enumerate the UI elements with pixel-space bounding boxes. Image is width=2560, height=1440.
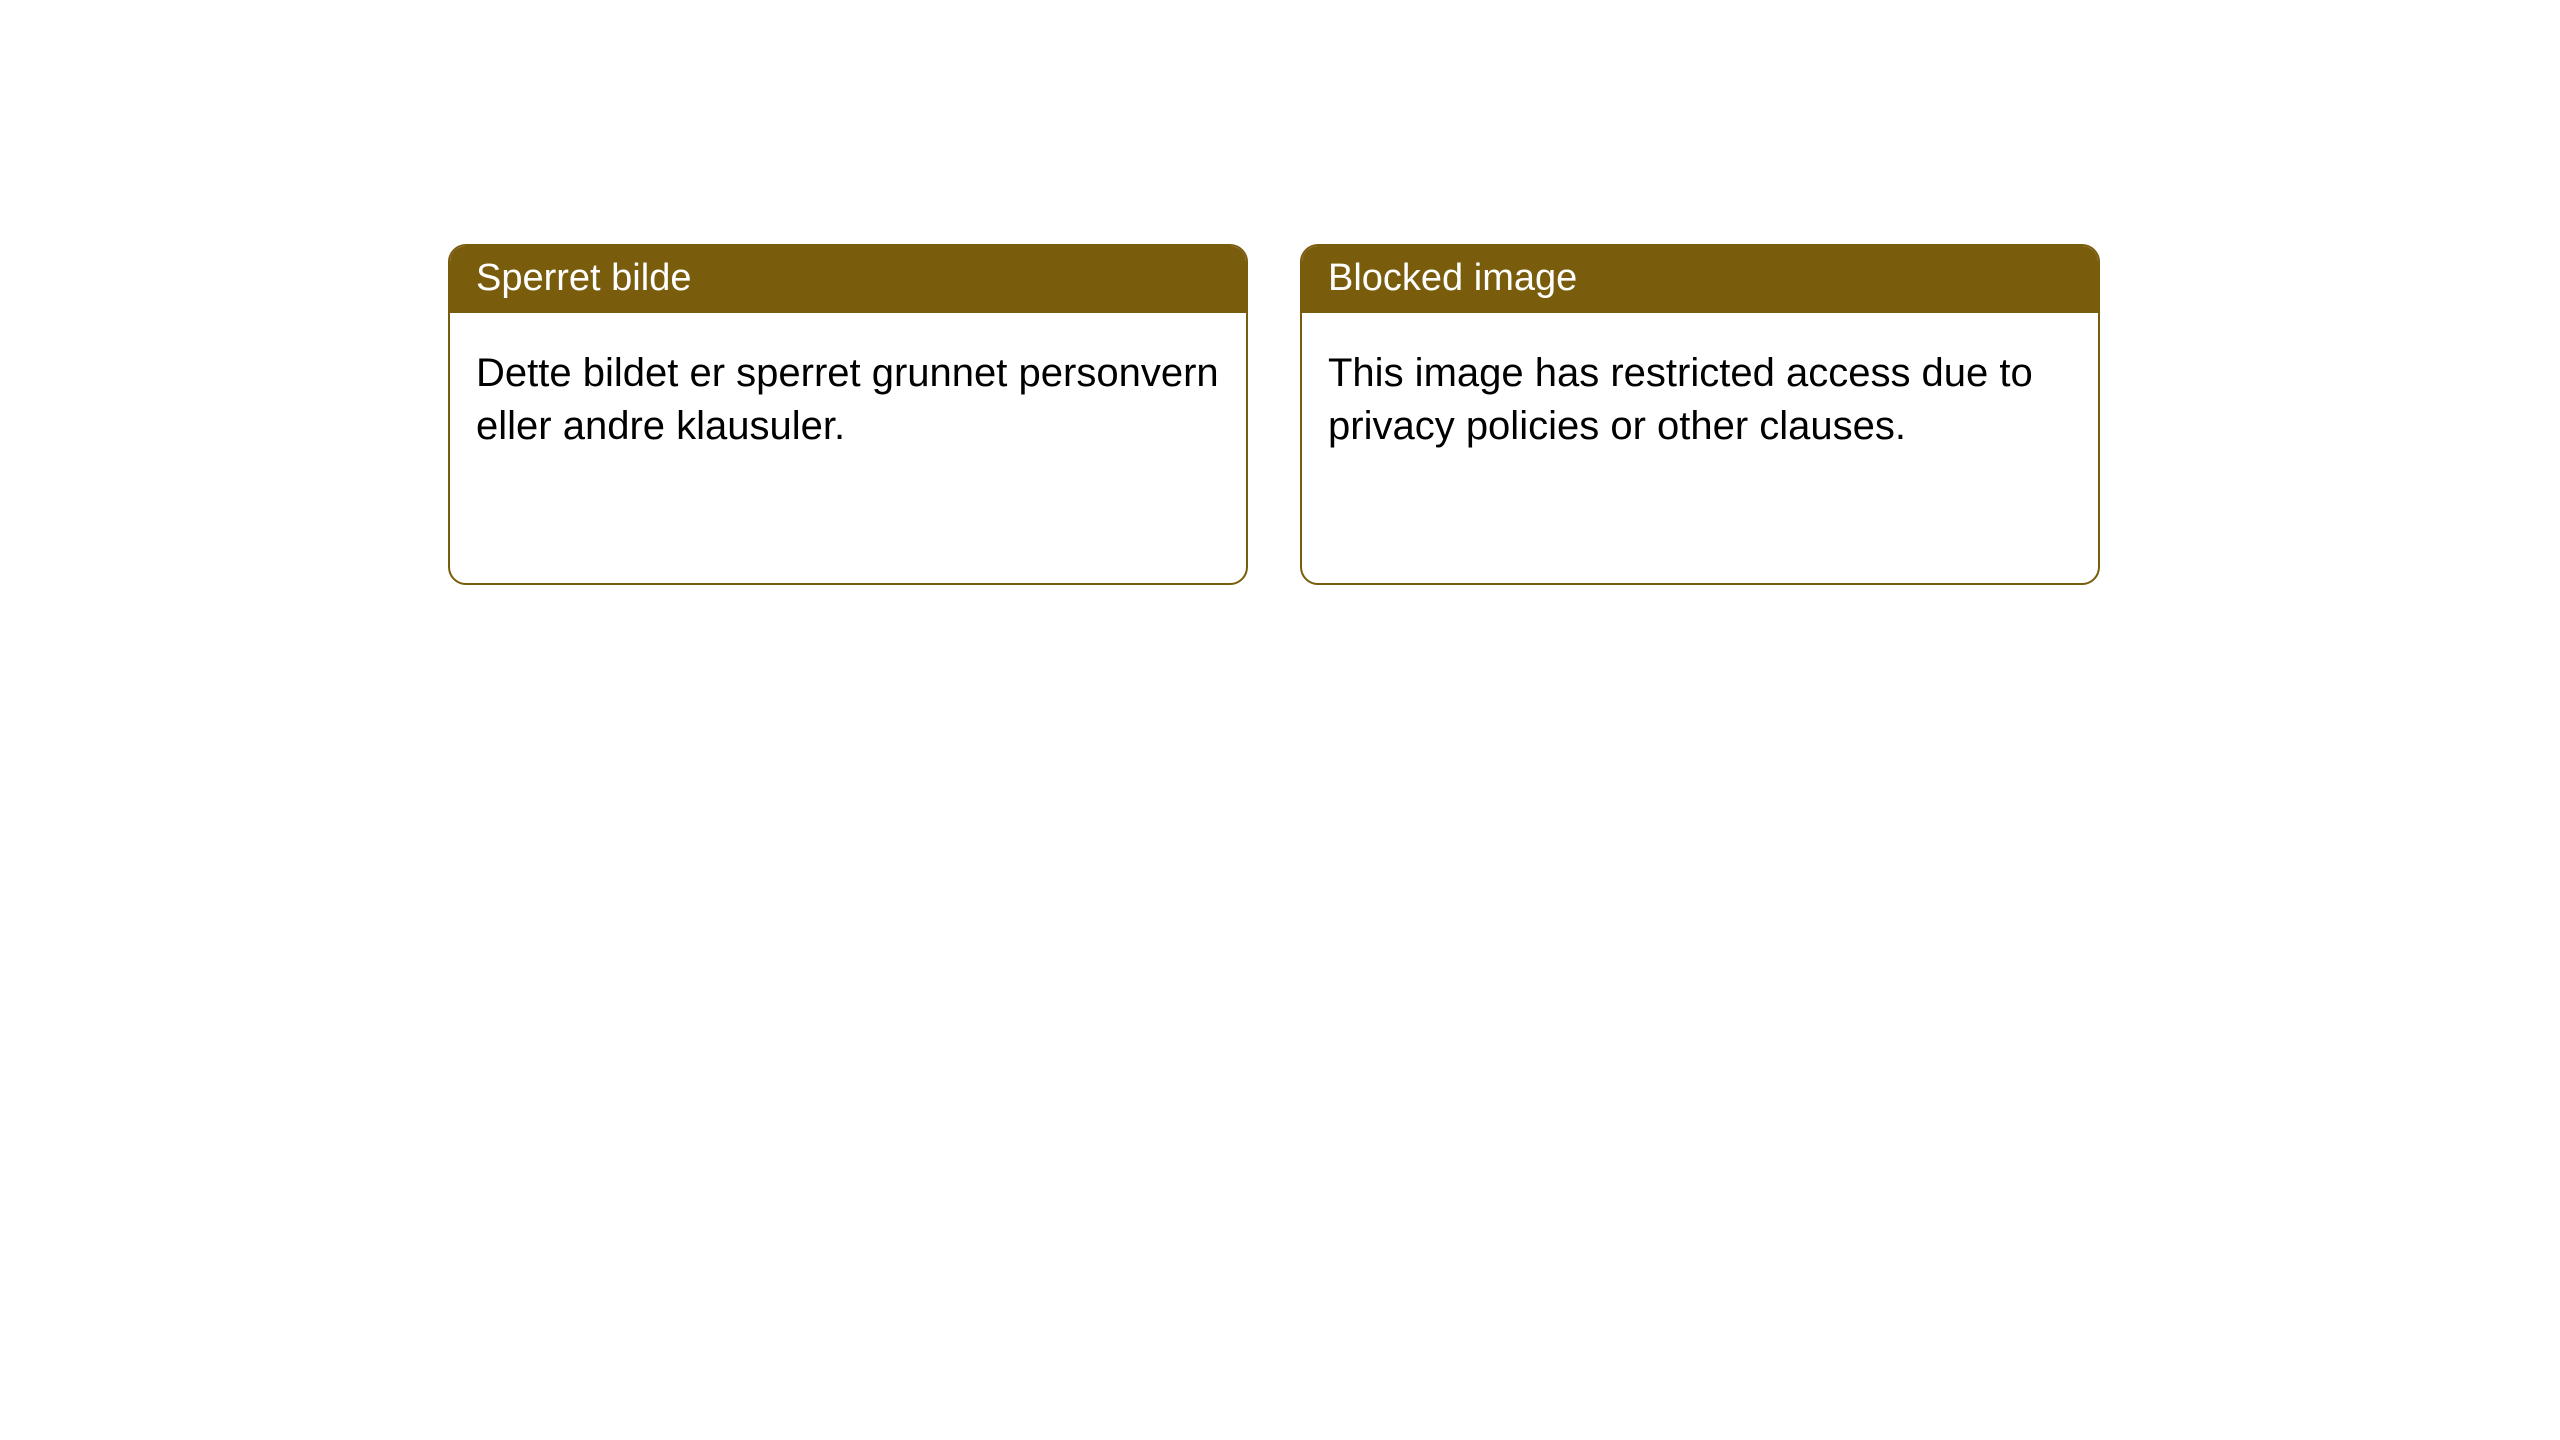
notice-title: Sperret bilde (450, 246, 1246, 313)
notice-body: Dette bildet er sperret grunnet personve… (450, 313, 1246, 583)
notice-card-norwegian: Sperret bilde Dette bildet er sperret gr… (448, 244, 1248, 585)
notice-title: Blocked image (1302, 246, 2098, 313)
notice-card-english: Blocked image This image has restricted … (1300, 244, 2100, 585)
notice-body: This image has restricted access due to … (1302, 313, 2098, 583)
notice-container: Sperret bilde Dette bildet er sperret gr… (0, 0, 2560, 585)
